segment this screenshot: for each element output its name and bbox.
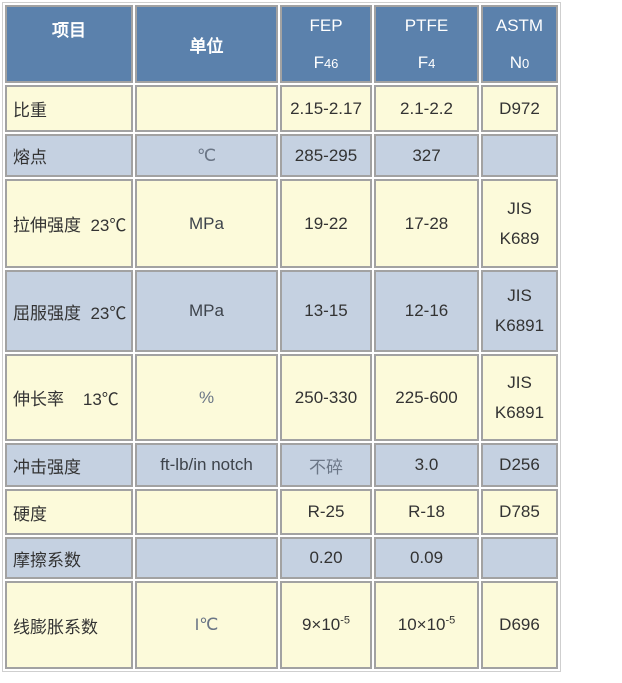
cell-ptfe-value: R-18: [374, 489, 479, 535]
cell-item: 摩擦系数: [5, 537, 133, 579]
header-ptfe-grade-number: 4: [428, 55, 436, 71]
cell-item: 比重: [5, 85, 133, 132]
header-item-label: 项目: [52, 21, 86, 40]
cell-astm-value: D972: [481, 85, 558, 132]
header-ptfe-line2: F4: [418, 53, 436, 73]
cell-ptfe-value: 17-28: [374, 179, 479, 268]
cell-astm-value: [481, 537, 558, 579]
cell-ptfe-value: 12-16: [374, 270, 479, 352]
cell-ptfe-value: 2.1-2.2: [374, 85, 479, 132]
cell-item: 熔点: [5, 134, 133, 177]
header-unit-label: 单位: [189, 36, 224, 56]
cell-astm-value: JIS K689: [481, 179, 558, 268]
cell-unit: I℃: [135, 581, 278, 669]
header-col-item: 项目: [5, 5, 133, 83]
cell-ptfe-value: 0.09: [374, 537, 479, 579]
cell-astm-value: JIS K6891: [481, 270, 558, 352]
table-row: 比重 2.15-2.17 2.1-2.2 D972: [5, 85, 558, 132]
cell-unit: ℃: [135, 134, 278, 177]
header-ptfe-grade-letter: F: [417, 52, 429, 72]
cell-ptfe-value: 3.0: [374, 443, 479, 487]
header-astm-no-number: 0: [522, 55, 530, 71]
table-row: 硬度 R-25 R-18 D785: [5, 489, 558, 535]
cell-fep-value: R-25: [280, 489, 372, 535]
header-fep-grade-letter: F: [313, 52, 324, 72]
header-col-fep: FEP F46: [280, 5, 372, 83]
cell-astm-value: D785: [481, 489, 558, 535]
cell-item: 冲击强度: [5, 443, 133, 487]
cell-astm-value: [481, 134, 558, 177]
sci-exponent: -5: [340, 614, 351, 627]
cell-astm-value: D696: [481, 581, 558, 669]
cell-unit: MPa: [135, 179, 278, 268]
cell-fep-value: 9×10-5: [280, 581, 372, 669]
cell-unit: [135, 489, 278, 535]
sci-exponent: -5: [445, 614, 456, 627]
cell-fep-value: 250-330: [280, 354, 372, 441]
header-fep-grade-number: 46: [323, 55, 339, 71]
cell-fep-value: 0.20: [280, 537, 372, 579]
table-row: 伸长率 13℃ % 250-330 225-600 JIS K6891: [5, 354, 558, 441]
cell-item: 线膨胀系数: [5, 581, 133, 669]
header-row: 项目 单位 FEP F46 PTFE F4: [5, 5, 558, 83]
cell-fep-value: 不碎: [280, 443, 372, 487]
table-row: 熔点 ℃ 285-295 327: [5, 134, 558, 177]
material-properties-table: 项目 单位 FEP F46 PTFE F4: [2, 2, 561, 672]
header-astm-line2: N0: [510, 53, 530, 73]
cell-unit: ft-lb/in notch: [135, 443, 278, 487]
header-col-ptfe: PTFE F4: [374, 5, 479, 83]
cell-fep-value: 19-22: [280, 179, 372, 268]
cell-unit: %: [135, 354, 278, 441]
header-fep-line1: FEP: [309, 15, 343, 35]
header-col-unit: 单位: [135, 5, 278, 83]
cell-fep-value: 2.15-2.17: [280, 85, 372, 132]
table-row: 拉伸强度 23℃ MPa 19-22 17-28 JIS K689: [5, 179, 558, 268]
cell-astm-value: JIS K6891: [481, 354, 558, 441]
cell-ptfe-value: 10×10-5: [374, 581, 479, 669]
cell-unit: [135, 85, 278, 132]
sci-base: 9×10: [301, 615, 341, 634]
cell-unit: [135, 537, 278, 579]
cell-fep-value: 285-295: [280, 134, 372, 177]
cell-astm-value: D256: [481, 443, 558, 487]
cell-item: 硬度: [5, 489, 133, 535]
cell-item: 屈服强度 23℃: [5, 270, 133, 352]
cell-fep-value: 13-15: [280, 270, 372, 352]
table-row: 摩擦系数 0.20 0.09: [5, 537, 558, 579]
header-ptfe-line1: PTFE: [404, 15, 449, 35]
cell-ptfe-value: 327: [374, 134, 479, 177]
table-row: 线膨胀系数 I℃ 9×10-5 10×10-5 D696: [5, 581, 558, 669]
cell-ptfe-value: 225-600: [374, 354, 479, 441]
cell-item: 伸长率 13℃: [5, 354, 133, 441]
header-fep-line2: F46: [314, 53, 339, 73]
header-astm-no-letter: N: [509, 52, 523, 72]
cell-unit: MPa: [135, 270, 278, 352]
table-row: 冲击强度 ft-lb/in notch 不碎 3.0 D256: [5, 443, 558, 487]
sci-base: 10×10: [397, 615, 446, 634]
header-col-astm: ASTM N0: [481, 5, 558, 83]
cell-item: 拉伸强度 23℃: [5, 179, 133, 268]
table-row: 屈服强度 23℃ MPa 13-15 12-16 JIS K6891: [5, 270, 558, 352]
header-astm-line1: ASTM: [495, 15, 544, 35]
